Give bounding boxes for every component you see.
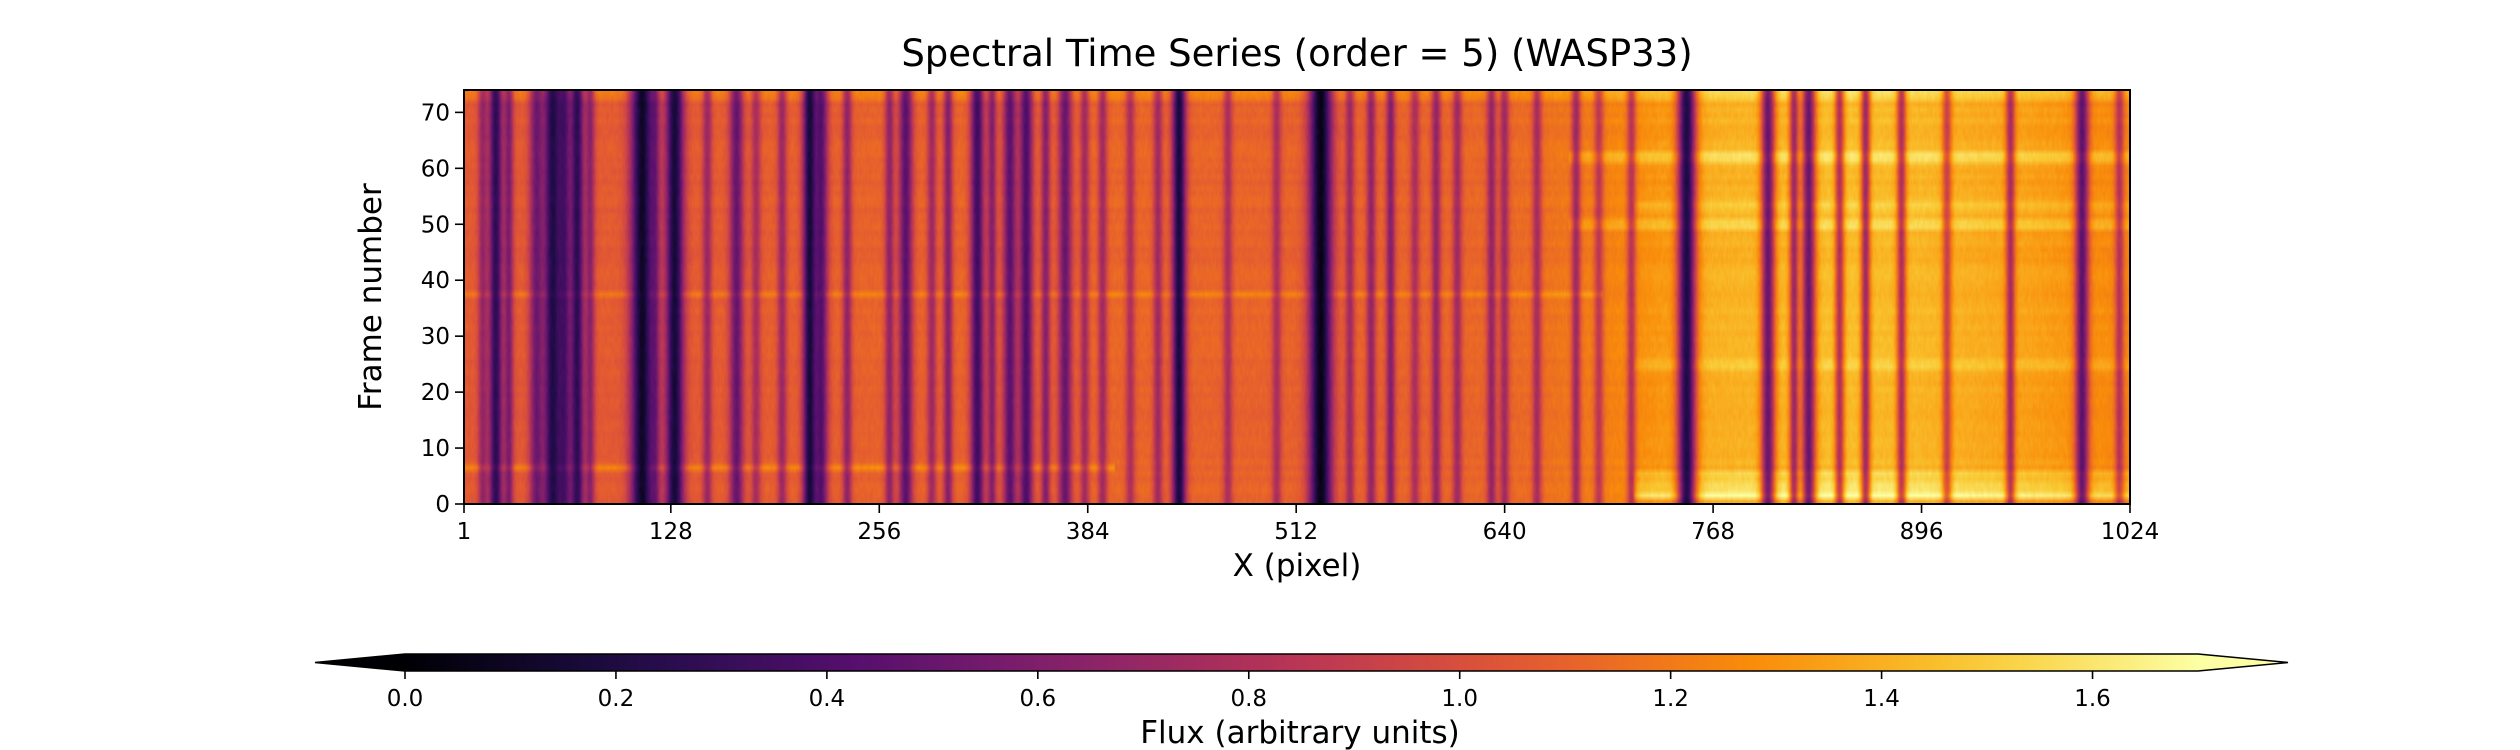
- colorbar-extend-low: [315, 654, 405, 671]
- y-tick-label: 10: [421, 436, 450, 462]
- x-tick-label: 768: [1691, 519, 1735, 545]
- x-tick-label: 384: [1066, 519, 1110, 545]
- x-tick-label: 640: [1483, 519, 1527, 545]
- x-axis-label: X (pixel): [1233, 548, 1362, 584]
- y-axis-ticks: 0 10 20 30 40 50 60 70: [421, 100, 464, 518]
- colorbar-tick-label: 0.0: [387, 686, 424, 712]
- x-tick-label: 512: [1274, 519, 1318, 545]
- colorbar-body: [405, 654, 2198, 671]
- colorbar-tick-label: 1.2: [1652, 686, 1689, 712]
- heatmap-image: [464, 90, 2130, 504]
- colorbar-tick-label: 0.2: [598, 686, 635, 712]
- colorbar-tick-label: 0.8: [1230, 686, 1267, 712]
- y-tick-label: 20: [421, 380, 450, 406]
- colorbar-extend-high: [2198, 654, 2288, 671]
- x-axis-ticks: 1 128 256 384 512 640 768 896 1024: [457, 504, 2160, 545]
- x-tick-label: 1024: [2101, 519, 2160, 545]
- colorbar-tick-label: 1.4: [1863, 686, 1900, 712]
- y-tick-label: 0: [435, 492, 450, 518]
- y-tick-label: 40: [421, 268, 450, 294]
- chart-title: Spectral Time Series (order = 5) (WASP33…: [901, 32, 1692, 75]
- x-tick-label: 256: [857, 519, 901, 545]
- colorbar-tick-label: 1.0: [1441, 686, 1478, 712]
- y-tick-label: 60: [421, 156, 450, 182]
- colorbar-label: Flux (arbitrary units): [1140, 715, 1460, 750]
- y-axis-label: Frame number: [353, 183, 389, 411]
- colorbar-tick-label: 0.6: [1020, 686, 1057, 712]
- x-tick-label: 128: [649, 519, 693, 545]
- heatmap-plot-area: [464, 90, 2130, 504]
- y-tick-label: 30: [421, 324, 450, 350]
- colorbar-tick-label: 0.4: [809, 686, 846, 712]
- colorbar-tick-label: 1.6: [2074, 686, 2111, 712]
- x-tick-label: 896: [1900, 519, 1944, 545]
- colorbar-ticks: 0.0 0.2 0.4 0.6 0.8 1.0 1.2 1.4 1.6: [387, 671, 2111, 712]
- x-tick-label: 1: [457, 519, 472, 545]
- y-tick-label: 50: [421, 212, 450, 238]
- colorbar: 0.0 0.2 0.4 0.6 0.8 1.0 1.2 1.4 1.6 Flux (arbitr…: [315, 654, 2288, 750]
- y-tick-label: 70: [421, 100, 450, 126]
